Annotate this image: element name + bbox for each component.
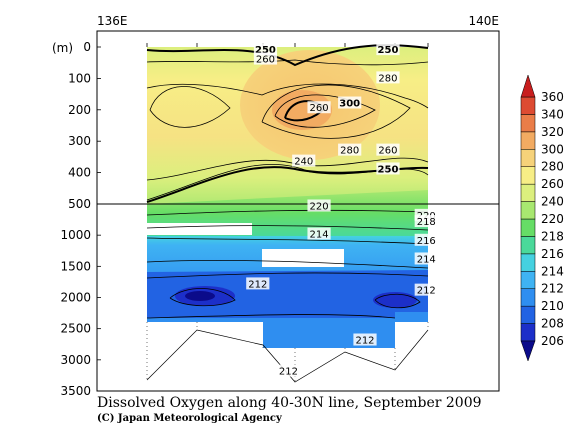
contour-label: 218 (417, 217, 436, 228)
colorbar-label: 360 (541, 90, 564, 104)
contour-label-box (414, 233, 438, 246)
contour-label: 250 (255, 45, 276, 56)
top-longitude-label: 140E (469, 14, 500, 28)
y-tick-label: 1000 (60, 228, 91, 242)
y-axis: 0 100 200 300 400 500 1000 1500 2000 2500 3000 3500 (60, 40, 101, 398)
contour-label: 212 (279, 367, 298, 378)
colorbar-segment (520, 149, 536, 167)
contour-label: 280 (340, 146, 359, 157)
colorbar-label: 320 (541, 125, 564, 139)
y-tick-label: 2500 (60, 322, 91, 336)
colorbar-segment (520, 96, 536, 115)
colorbar-label: 206 (541, 334, 564, 348)
contour-label: 260 (378, 146, 397, 157)
colorbar-segment (520, 114, 536, 133)
colorbar-label: 212 (541, 282, 564, 296)
y-tick-label: 2000 (60, 291, 91, 305)
contour-label: 240 (294, 157, 313, 168)
colorbar-segment (520, 305, 536, 324)
contour-label-box (307, 101, 331, 114)
contour-label-box (414, 252, 438, 265)
contour-label: 300 (339, 99, 360, 110)
colorbar-segment (520, 253, 536, 272)
chart-title: Dissolved Oxygen along 40-30N line, Sept… (97, 395, 482, 411)
y-tick-label: 1500 (60, 259, 91, 273)
bottom-topography-line (146, 329, 429, 383)
colorbar-segment (520, 201, 536, 220)
colorbar: 206 208 210 212 214 216 218 220 240 260 280 300 320 3… (520, 74, 564, 362)
colorbar-label: 216 (541, 247, 564, 261)
deep-blue-band (147, 270, 428, 318)
colorbar-max-triangle (520, 74, 536, 98)
contour-label-box (353, 333, 377, 346)
contour-label-box (253, 43, 278, 56)
colorbar-segment (520, 218, 536, 237)
contour-label-box (253, 52, 278, 65)
colorbar-label: 280 (541, 160, 564, 174)
y-tick-label: 200 (68, 103, 91, 117)
contour-labels: 250 2502602602602802803002402502202142122… (246, 43, 438, 378)
contour-label-box (307, 227, 331, 240)
colorbar-segment (520, 288, 536, 307)
gap-mid (262, 249, 344, 267)
contour-label-box (376, 162, 400, 175)
contour-label-box (246, 277, 270, 290)
colorbar-label: 260 (541, 177, 564, 191)
contour-label: 216 (417, 236, 436, 247)
y-tick-label: 500 (68, 197, 91, 211)
top-longitude-label: 136E (97, 14, 128, 28)
colorbar-segment (520, 131, 536, 150)
plot-area (146, 43, 429, 383)
contour-label-box (292, 154, 316, 167)
colorbar-label: 300 (541, 142, 564, 156)
colorbar-min-triangle (520, 340, 536, 362)
colorbar-label: 208 (541, 317, 564, 331)
colorbar-label: 210 (541, 299, 564, 313)
contour-label-box (338, 96, 362, 109)
colorbar-label: 340 (541, 107, 564, 121)
contour-label-box (376, 71, 400, 84)
hot-core-inner (272, 90, 332, 130)
y-axis-unit-label: (m) (52, 41, 73, 55)
colorbar-segment (520, 323, 536, 342)
contour-label-box (307, 199, 331, 212)
colorbar-label: 218 (541, 229, 564, 243)
contour-label-box (338, 143, 362, 156)
contour-label: 212 (248, 279, 267, 290)
y-tick-label: 3000 (60, 353, 91, 367)
colorbar-label: 220 (541, 212, 564, 226)
contour-label: 260 (310, 103, 329, 114)
contour-label: 212 (417, 286, 436, 297)
top-longitude-labels: 136E 140E (97, 14, 499, 28)
colorbar-segment (520, 183, 536, 202)
colorbar-segment (520, 236, 536, 255)
plot-frame (96, 30, 500, 392)
chart-credit: (C) Japan Meteorological Agency (97, 413, 282, 424)
colorbar-segment (520, 271, 536, 289)
contour-label-box (414, 215, 438, 228)
contour-label: 220 (310, 201, 329, 212)
y-tick-label: 100 (68, 71, 91, 85)
colorbar-label: 214 (541, 264, 564, 278)
contour-label: 214 (310, 230, 329, 241)
contour-label: 212 (355, 336, 374, 347)
contour-label-box (276, 364, 301, 377)
y-tick-label: 400 (68, 166, 91, 180)
y-tick-label: 300 (68, 134, 91, 148)
contour-label-box (376, 143, 400, 156)
contour-label-box (376, 43, 400, 56)
colorbar-segment (520, 166, 536, 185)
contour-label: 250 (378, 164, 399, 175)
contour-label: 250 (378, 45, 399, 56)
colorbar-label: 240 (541, 195, 564, 209)
y-tick-label: 3500 (60, 384, 91, 398)
contour-label: 214 (417, 254, 436, 265)
contour-label-box (414, 283, 438, 296)
contour-label: 260 (256, 55, 275, 66)
contour-label: 280 (378, 73, 397, 84)
y-tick-label: 0 (83, 40, 91, 54)
deep-min-west-core (185, 291, 215, 301)
gap-west (147, 223, 252, 235)
